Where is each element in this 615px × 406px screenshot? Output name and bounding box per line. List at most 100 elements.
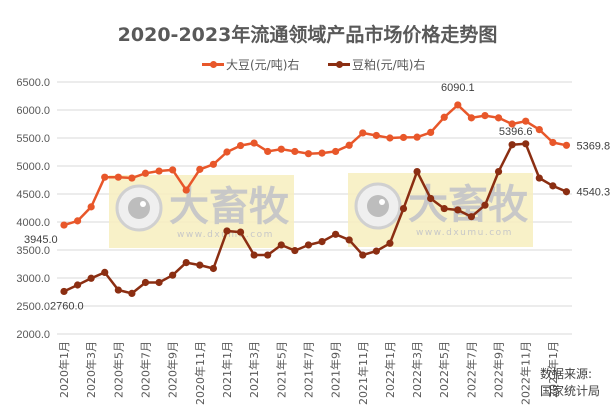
data-label: 5396.6 xyxy=(499,126,533,138)
data-point[interactable] xyxy=(182,259,190,267)
data-point[interactable] xyxy=(549,138,557,147)
data-point[interactable] xyxy=(494,114,503,122)
data-point[interactable] xyxy=(481,112,489,120)
x-tick-label: 2023年1月 xyxy=(546,341,560,398)
data-point[interactable] xyxy=(277,241,285,249)
x-tick-label: 2020年11月 xyxy=(193,341,207,405)
x-tick-label: 2021年11月 xyxy=(356,341,370,405)
data-point[interactable] xyxy=(535,126,543,134)
data-point[interactable] xyxy=(73,281,82,289)
data-point[interactable] xyxy=(372,247,380,255)
data-point[interactable] xyxy=(549,182,557,190)
data-point[interactable] xyxy=(182,186,190,194)
y-tick-label: 4000.0 xyxy=(16,217,50,229)
data-point[interactable] xyxy=(114,173,122,181)
svg-text:大畜牧: 大畜牧 xyxy=(408,182,529,228)
data-point[interactable] xyxy=(101,268,109,276)
data-point[interactable] xyxy=(60,287,68,296)
data-point[interactable] xyxy=(155,278,163,287)
x-tick-label: 2022年9月 xyxy=(492,341,506,398)
data-point[interactable] xyxy=(508,120,516,128)
svg-text:www.dxumu.com: www.dxumu.com xyxy=(416,228,513,238)
data-point[interactable] xyxy=(345,141,353,149)
data-point[interactable] xyxy=(101,173,109,181)
data-label: 4540.3 xyxy=(576,187,610,199)
data-point[interactable] xyxy=(332,147,340,156)
data-point[interactable] xyxy=(236,228,245,236)
data-point[interactable] xyxy=(304,150,313,158)
data-point[interactable] xyxy=(467,213,475,221)
data-point[interactable] xyxy=(535,174,543,182)
data-point[interactable] xyxy=(169,271,177,279)
data-point[interactable] xyxy=(169,166,177,174)
chart-title: 2020-2023年流通领域产品市场价格走势图 xyxy=(117,24,498,46)
data-point[interactable] xyxy=(73,217,82,225)
data-point[interactable] xyxy=(209,160,217,168)
y-tick-label: 4500.0 xyxy=(16,189,50,201)
data-point[interactable] xyxy=(223,148,231,156)
data-point[interactable] xyxy=(440,113,448,121)
data-point[interactable] xyxy=(87,274,95,282)
data-point[interactable] xyxy=(508,141,516,149)
data-point[interactable] xyxy=(141,278,150,287)
data-point[interactable] xyxy=(413,168,421,176)
data-point[interactable] xyxy=(196,261,204,269)
data-point[interactable] xyxy=(291,147,299,156)
data-point[interactable] xyxy=(155,167,163,175)
data-point[interactable] xyxy=(60,221,68,229)
data-point[interactable] xyxy=(250,139,258,147)
data-point[interactable] xyxy=(291,246,299,255)
data-point[interactable] xyxy=(223,227,231,235)
data-point[interactable] xyxy=(318,149,326,157)
data-point[interactable] xyxy=(454,206,462,214)
data-point[interactable] xyxy=(454,101,462,109)
data-point[interactable] xyxy=(277,145,285,153)
data-point[interactable] xyxy=(236,141,245,150)
data-point[interactable] xyxy=(209,264,217,273)
data-point[interactable] xyxy=(386,134,394,142)
data-point[interactable] xyxy=(128,174,136,182)
data-point[interactable] xyxy=(345,236,353,244)
x-tick-label: 2021年3月 xyxy=(247,341,261,398)
data-point[interactable] xyxy=(427,128,435,136)
data-point[interactable] xyxy=(359,251,367,259)
data-point[interactable] xyxy=(372,131,380,140)
data-point[interactable] xyxy=(562,141,571,149)
data-point[interactable] xyxy=(481,201,489,209)
data-label: 6090.1 xyxy=(441,82,475,94)
data-point[interactable] xyxy=(359,129,367,137)
data-point[interactable] xyxy=(332,230,340,238)
data-point[interactable] xyxy=(522,117,530,125)
data-point[interactable] xyxy=(467,114,475,122)
data-point[interactable] xyxy=(494,168,503,176)
data-point[interactable] xyxy=(264,147,272,156)
data-point[interactable] xyxy=(399,204,408,213)
data-point[interactable] xyxy=(114,286,122,294)
y-tick-label: 2000.0 xyxy=(16,329,50,341)
data-point[interactable] xyxy=(264,251,272,259)
data-point[interactable] xyxy=(304,241,313,249)
source-line-2: 国家统计局 xyxy=(540,384,601,398)
legend-item-soybean[interactable]: 大豆(元/吨)右 xyxy=(202,56,299,73)
legend-item-soymeal[interactable]: 豆粕(元/吨)右 xyxy=(328,56,425,73)
data-point[interactable] xyxy=(562,188,571,196)
y-tick-label: 5500.0 xyxy=(16,133,50,145)
x-tick-label: 2022年1月 xyxy=(383,341,397,398)
data-point[interactable] xyxy=(399,133,408,142)
data-point[interactable] xyxy=(196,165,204,173)
data-point[interactable] xyxy=(427,194,435,203)
data-point[interactable] xyxy=(413,133,421,141)
data-label: 3945.0 xyxy=(24,234,58,246)
data-point[interactable] xyxy=(250,251,258,259)
data-point[interactable] xyxy=(141,169,150,177)
data-point[interactable] xyxy=(318,238,326,246)
data-point[interactable] xyxy=(522,140,530,148)
data-point[interactable] xyxy=(87,203,95,211)
data-point[interactable] xyxy=(128,289,136,297)
x-tick-label: 2020年7月 xyxy=(138,341,152,398)
data-point[interactable] xyxy=(440,204,448,213)
data-point[interactable] xyxy=(386,239,394,247)
y-tick-label: 3000.0 xyxy=(16,273,50,285)
